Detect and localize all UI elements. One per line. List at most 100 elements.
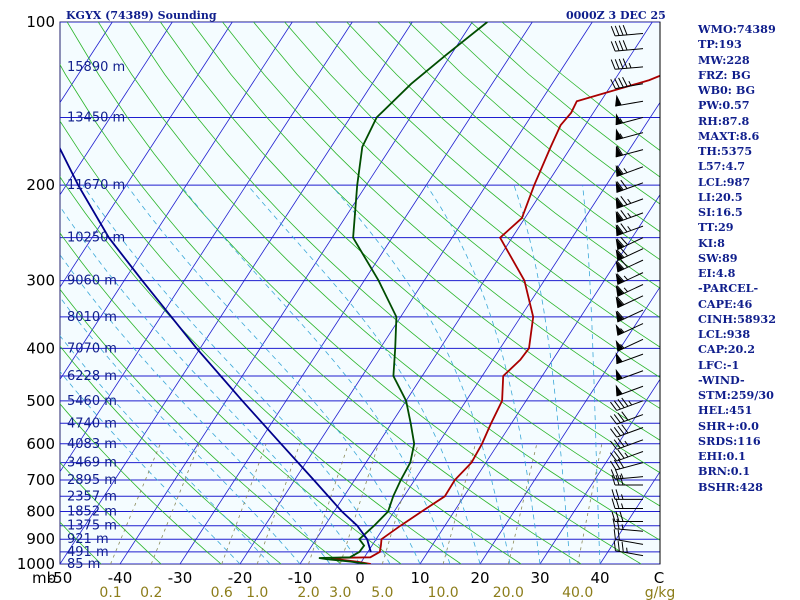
wind-barb	[611, 474, 643, 486]
moist-adiabat-line	[126, 184, 421, 564]
stat-line: SHR+:0.0	[698, 418, 759, 433]
temperature-tick-label: 0	[355, 569, 365, 587]
barb-flag	[610, 428, 618, 438]
height-label: 6228 m	[67, 369, 117, 384]
barb-flag	[614, 25, 620, 36]
barb-flag	[620, 259, 628, 268]
barb-pennant	[615, 94, 622, 107]
wind-barb	[611, 511, 643, 523]
height-label: 3469 m	[67, 456, 117, 471]
wind-barb	[615, 352, 644, 365]
barb-flag	[616, 181, 624, 191]
stat-line: LFC:-1	[698, 357, 740, 372]
wind-barb	[610, 397, 644, 411]
barb-flag	[618, 40, 624, 51]
moist-adiabat-line	[60, 254, 331, 564]
temperature-tick-label: 20	[470, 569, 489, 587]
barb-flag	[614, 78, 620, 89]
isotherm-line	[539, 378, 660, 564]
dry-adiabat-line	[253, 22, 660, 378]
dry-adiabat-line	[60, 461, 162, 564]
stat-line: SRDS:116	[698, 433, 761, 448]
barb-flag	[613, 400, 621, 410]
barb-flag	[613, 439, 621, 449]
height-label: 2895 m	[67, 473, 117, 488]
mixing-ratio-tick-label: 10.0	[428, 585, 459, 600]
barb-flag	[617, 399, 625, 408]
barb-flag	[610, 452, 618, 462]
dry-adiabat-line	[66, 22, 642, 564]
wind-barb	[610, 458, 644, 471]
barb-half-flag	[620, 473, 624, 479]
plot-area	[59, 21, 661, 565]
barb-half-flag	[620, 328, 625, 333]
barb-flag	[610, 41, 616, 52]
barb-pennant	[615, 238, 624, 250]
wind-barb	[611, 489, 643, 500]
wind-barb	[615, 284, 644, 297]
barb-pennant	[615, 197, 623, 209]
wind-barb	[610, 24, 644, 37]
barb-flag	[616, 296, 625, 305]
wind-barb	[610, 411, 644, 425]
barb-staff	[616, 414, 644, 425]
moist-adiabat-line	[330, 184, 511, 564]
mixing-ratio-tick-label: 0.6	[211, 585, 233, 600]
barb-flag	[616, 310, 625, 320]
moist-adiabat-line	[60, 370, 241, 564]
barb-flag	[610, 401, 618, 411]
stat-line: BRN:0.1	[698, 464, 751, 479]
height-label: 7070 m	[67, 341, 117, 356]
barb-flag	[611, 498, 616, 509]
barb-staff	[615, 48, 644, 52]
thermo-grid	[60, 22, 660, 564]
pressure-tick-label: 200	[26, 176, 55, 194]
barb-half-flag	[620, 343, 625, 349]
barb-staff	[616, 400, 644, 411]
barb-half-flag	[621, 494, 624, 500]
stat-line: LCL:987	[698, 174, 751, 189]
stat-line: PW:0.57	[698, 98, 750, 113]
moist-adiabat-line	[180, 184, 451, 564]
dry-adiabat-line	[97, 22, 660, 541]
stat-line: EI:4.8	[698, 266, 736, 280]
barb-flag	[619, 474, 624, 486]
dry-adiabat-line	[128, 22, 660, 507]
barb-staff	[615, 66, 644, 70]
barb-flag	[610, 415, 618, 425]
barb-half-flag	[626, 547, 628, 553]
stat-line: BSHR:428	[698, 479, 763, 494]
barb-half-flag	[627, 212, 632, 218]
barb-flag	[616, 197, 624, 207]
dry-adiabat-line	[60, 403, 222, 564]
barb-flag	[613, 427, 621, 437]
barb-flag	[614, 59, 620, 70]
barb-flag	[618, 58, 624, 69]
isotherm-line	[179, 22, 533, 564]
temperature-unit-label: C	[654, 569, 664, 587]
barb-half-flag	[623, 275, 628, 281]
barb-pennant	[615, 339, 624, 352]
mixing-ratio-tick-label: 3.0	[329, 585, 351, 600]
barb-flag	[617, 529, 620, 541]
stat-line: -WIND-	[698, 372, 745, 387]
wind-barbs	[610, 22, 661, 564]
wind-barb	[615, 368, 644, 381]
barb-flag	[618, 77, 624, 88]
barb-flag	[611, 489, 616, 500]
stat-line: SW:89	[698, 250, 738, 265]
barb-flag	[618, 25, 624, 36]
barb-staff	[615, 528, 644, 532]
dry-adiabat-line	[222, 22, 660, 409]
barb-pennant	[615, 211, 623, 223]
barb-flag	[613, 451, 621, 460]
barb-flag	[610, 26, 616, 37]
temperature-tick-label: 40	[590, 569, 609, 587]
wind-barb	[610, 58, 644, 70]
pressure-tick-label: 100	[26, 13, 55, 31]
barb-flag	[617, 449, 625, 459]
stat-line: TH:5375	[698, 144, 753, 158]
barb-flag	[622, 40, 628, 51]
wind-barb	[612, 518, 644, 532]
